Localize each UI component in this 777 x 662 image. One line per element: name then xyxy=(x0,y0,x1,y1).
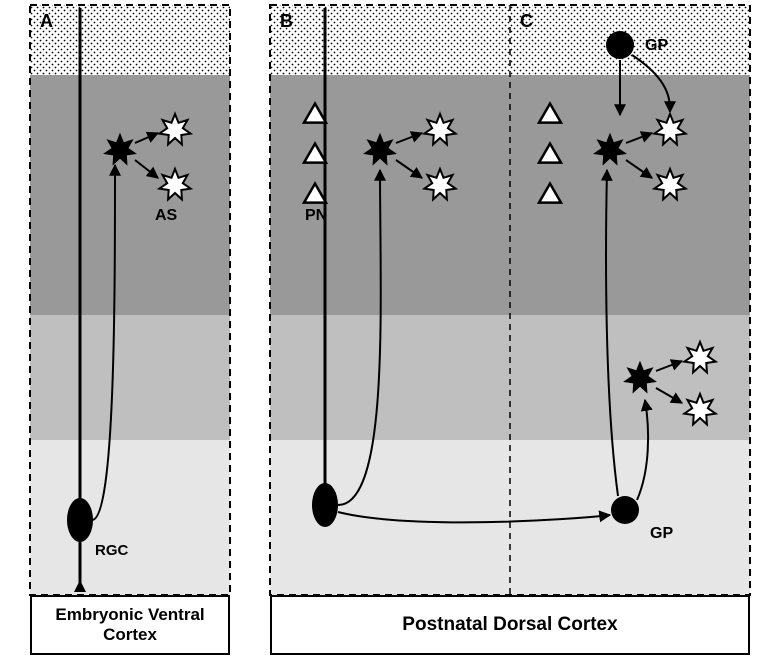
caption-panel-bc: Postnatal Dorsal Cortex xyxy=(270,595,750,655)
caption-panel-a: Embryonic Ventral Cortex xyxy=(30,595,230,655)
svg-text:C: C xyxy=(520,11,533,31)
svg-text:GP: GP xyxy=(650,525,673,542)
svg-text:RGC: RGC xyxy=(95,542,129,559)
svg-text:AS: AS xyxy=(155,207,178,224)
svg-text:GP: GP xyxy=(645,37,668,54)
svg-text:A: A xyxy=(40,11,53,31)
caption-a-text: Embryonic Ventral Cortex xyxy=(32,605,228,645)
diagram-svg: A AS RGC B C PN GP GP xyxy=(0,0,777,662)
cortex-gliogenesis-diagram: AASRGCBCPNGPGP Embryonic Ventral Cortex … xyxy=(0,0,777,662)
svg-text:B: B xyxy=(280,11,293,31)
caption-bc-text: Postnatal Dorsal Cortex xyxy=(402,614,617,636)
svg-text:PN: PN xyxy=(305,207,327,224)
